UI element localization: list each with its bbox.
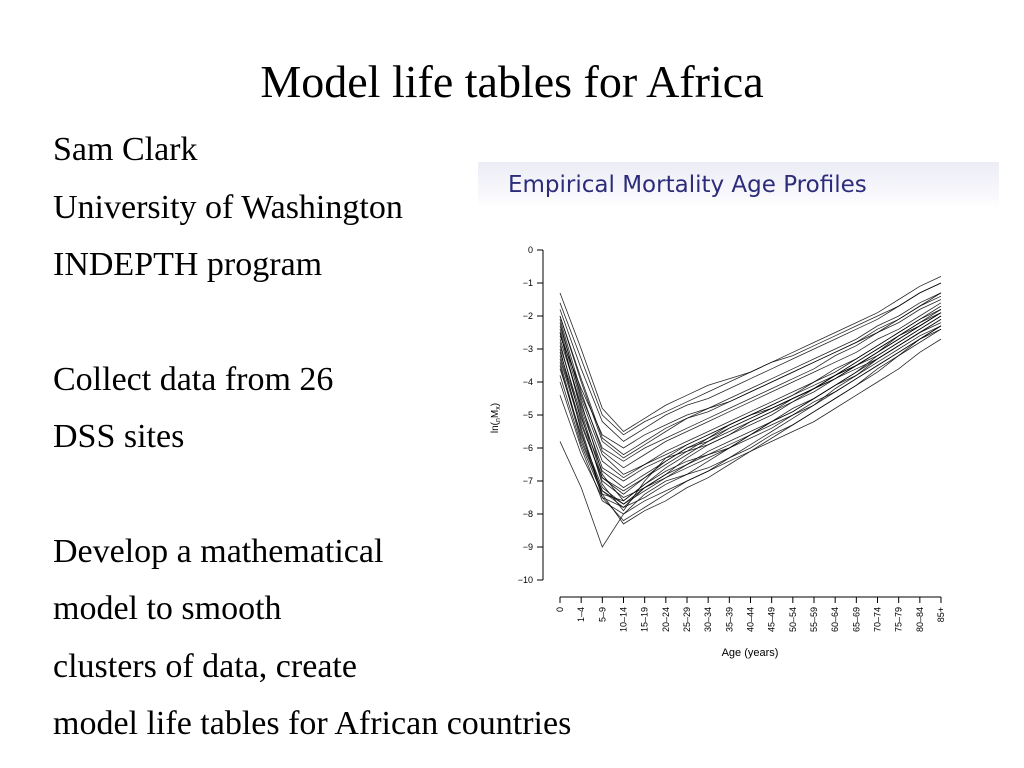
body-text-line: clusters of data, create <box>53 648 357 685</box>
body-text-line: model life tables for African countries <box>53 705 572 742</box>
series-line <box>559 292 942 462</box>
x-tick-label: 35–39 <box>724 607 734 632</box>
series-line <box>559 276 942 433</box>
affiliation-program: INDEPTH program <box>53 246 323 283</box>
y-tick-label: −7 <box>523 476 533 486</box>
body-text-line: Collect data from 26 <box>53 361 334 398</box>
slide-title: Model life tables for Africa <box>260 56 764 107</box>
y-tick-label: −5 <box>523 410 533 420</box>
body-text-line: Develop a mathematical <box>53 533 384 570</box>
x-axis-label: Age (years) <box>722 647 779 659</box>
y-axis-label: ln(nMx) <box>490 403 502 433</box>
x-tick-label: 15–19 <box>640 607 650 632</box>
y-tick-label: −8 <box>523 509 533 519</box>
series-line <box>559 328 942 515</box>
mortality-line-chart: 0 −1 −2 −3 −4 −5 −6 −7 −8 −9 −10 0 1–4 5–9 10–14 15–19… <box>490 245 946 659</box>
x-tick-label: 25–29 <box>682 607 692 632</box>
y-tick-label: 0 <box>528 245 533 255</box>
y-tick-label: −9 <box>523 542 533 552</box>
series-line <box>559 312 942 505</box>
series-line <box>559 312 942 489</box>
x-tick-label: 10–14 <box>619 607 629 632</box>
series-line <box>559 338 942 548</box>
y-tick-label: −6 <box>523 443 533 453</box>
x-axis: 0 1–4 5–9 10–14 15–19 20–24 25–29 30–34 35–39 40–… <box>555 596 946 632</box>
x-tick-label: 45–49 <box>767 607 777 632</box>
x-tick-label: 85+ <box>936 607 946 622</box>
series-line <box>559 328 942 502</box>
y-tick-label: −4 <box>523 377 533 387</box>
x-tick-label: 1–4 <box>576 607 586 622</box>
chart-title: Empirical Mortality Age Profiles <box>508 172 867 198</box>
x-tick-label: 70–74 <box>873 607 883 632</box>
y-tick-label: −1 <box>523 278 533 288</box>
x-tick-label: 5–9 <box>597 607 607 622</box>
series-line <box>559 315 942 498</box>
chart-title-banner: Empirical Mortality Age Profiles <box>478 162 999 208</box>
y-tick-label: −10 <box>518 575 533 585</box>
x-tick-label: 65–69 <box>851 607 861 632</box>
x-tick-label: 80–84 <box>915 607 925 632</box>
x-tick-label: 0 <box>555 607 565 612</box>
x-tick-label: 20–24 <box>661 607 671 632</box>
series-lines <box>559 276 942 548</box>
body-text-line: DSS sites <box>53 418 185 455</box>
series-line <box>559 325 942 508</box>
series-line <box>559 282 942 442</box>
x-tick-label: 40–44 <box>746 607 756 632</box>
x-tick-label: 55–59 <box>809 607 819 632</box>
y-tick-label: −3 <box>523 344 533 354</box>
body-text-line: model to smooth <box>53 590 282 627</box>
x-tick-label: 30–34 <box>703 607 713 632</box>
series-line <box>559 325 942 525</box>
author-name: Sam Clark <box>53 131 198 168</box>
series-line <box>559 309 942 482</box>
series-line <box>559 282 942 436</box>
series-line <box>559 295 942 456</box>
series-line <box>559 305 942 512</box>
y-tick-label: −2 <box>523 311 533 321</box>
series-line <box>559 312 942 495</box>
series-line <box>559 292 942 449</box>
series-line <box>559 302 942 469</box>
series-line <box>559 309 942 479</box>
x-tick-label: 75–79 <box>894 607 904 632</box>
series-line <box>559 315 942 492</box>
affiliation-university: University of Washington <box>53 189 403 226</box>
series-line <box>559 318 942 502</box>
x-tick-label: 50–54 <box>788 607 798 632</box>
y-axis: 0 −1 −2 −3 −4 −5 −6 −7 −8 −9 −10 <box>518 245 544 585</box>
x-tick-label: 60–64 <box>830 607 840 632</box>
